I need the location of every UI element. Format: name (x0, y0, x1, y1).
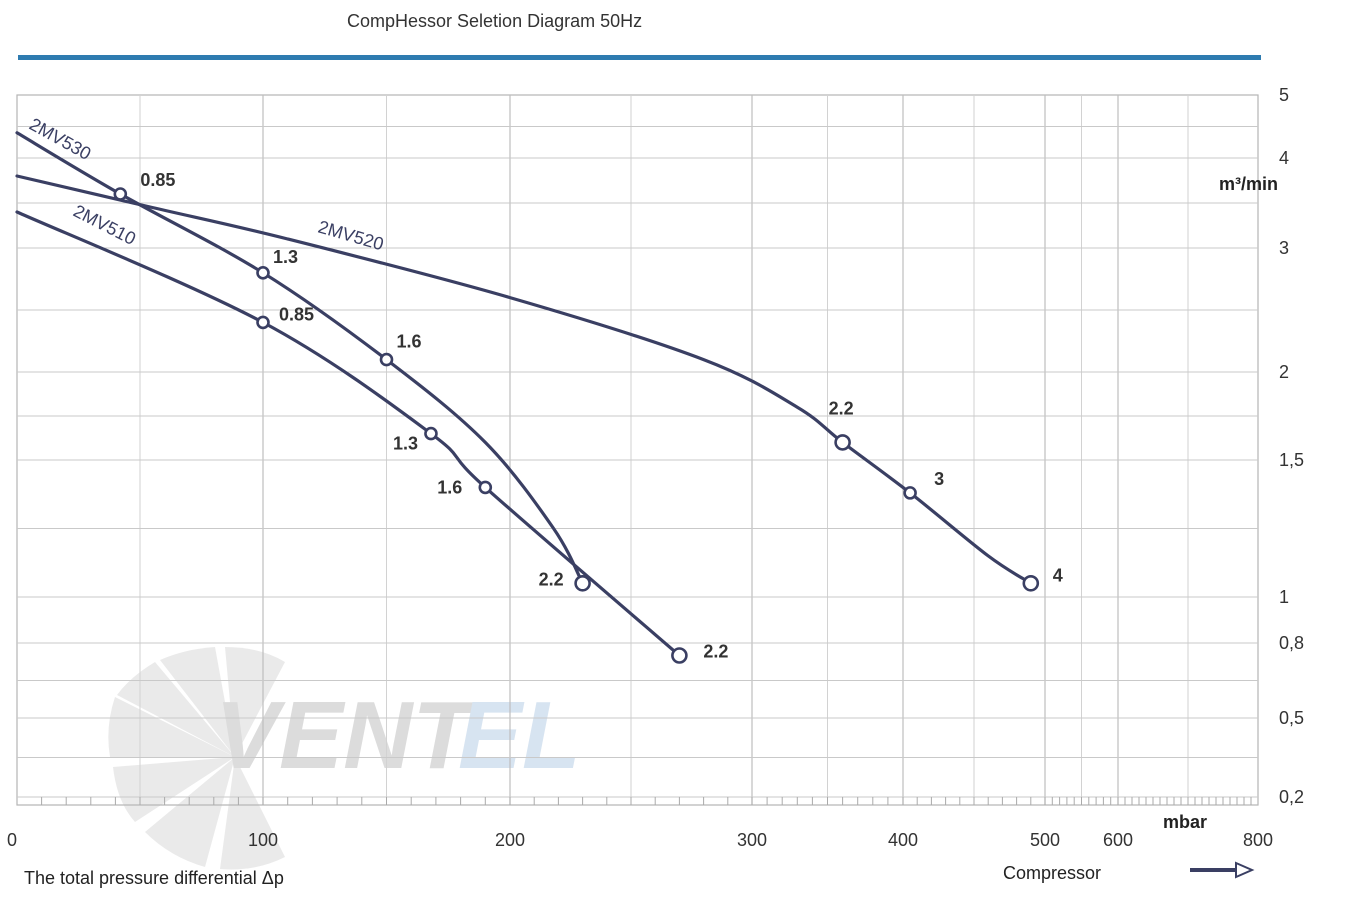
y-axis-ticks: 5 4 3 2 1,5 1 0,8 0,5 0,2 (1279, 85, 1304, 807)
y-unit-label: m³/min (1219, 174, 1278, 194)
y-tick-label: 0,2 (1279, 787, 1304, 807)
data-point (1022, 574, 1040, 592)
data-point (478, 480, 493, 495)
data-point-label: 1.3 (273, 247, 298, 267)
series-group: 2MV5300.851.31.62.22MV5202.2342MV5100.85… (15, 114, 1063, 664)
data-point (256, 265, 270, 280)
y-tick-label: 2 (1279, 362, 1289, 382)
x-tick-label: 300 (737, 830, 767, 850)
y-tick-label: 0,5 (1279, 708, 1304, 728)
data-point-label: 1.3 (393, 434, 418, 454)
data-point (574, 574, 591, 592)
ventel-watermark: VENT EL (108, 647, 581, 870)
data-point (834, 434, 851, 451)
x-tick-label: 600 (1103, 830, 1133, 850)
plot-frame (16, 94, 1259, 806)
y-tick-label: 1,5 (1279, 450, 1304, 470)
x-axis-label: The total pressure differential Δp (24, 868, 284, 888)
data-point-label: 1.6 (437, 477, 462, 497)
series-label: 2MV510 (70, 201, 139, 249)
chart-title: CompHessor Seletion Diagram 50Hz (347, 11, 642, 31)
data-point-label: 0.85 (279, 304, 314, 324)
arrow-right-icon (1190, 861, 1255, 879)
y-tick-label: 3 (1279, 238, 1289, 258)
series-label: 2MV530 (26, 114, 94, 164)
data-point-label: 2.2 (539, 569, 564, 589)
x-tick-label: 400 (888, 830, 918, 850)
data-point (424, 426, 438, 441)
fan-logo-icon (108, 647, 285, 870)
series-line-2MV530 (15, 131, 585, 585)
x-tick-label: 800 (1243, 830, 1273, 850)
watermark-text-vent: VENT (215, 682, 478, 789)
data-point-label: 3 (934, 469, 944, 489)
data-point-label: 0.85 (140, 170, 175, 190)
x-unit-label: mbar (1163, 812, 1207, 832)
x-tick-label: 0 (7, 830, 17, 850)
series-line-2MV520 (15, 174, 1033, 585)
x-axis-ticks: 0 100 200 300 400 500 600 800 (7, 830, 1273, 850)
y-tick-label: 4 (1279, 148, 1289, 168)
grid (16, 94, 1259, 806)
data-point (379, 352, 394, 367)
data-point-label: 1.6 (397, 332, 422, 352)
data-point (903, 486, 917, 500)
data-point-label: 4 (1053, 565, 1063, 585)
y-tick-label: 1 (1279, 587, 1289, 607)
data-point (256, 315, 270, 330)
y-tick-label: 0,8 (1279, 633, 1304, 653)
data-point-label: 2.2 (703, 642, 728, 662)
x-tick-label: 100 (248, 830, 278, 850)
compressor-label: Compressor (1003, 863, 1101, 883)
data-point (671, 647, 688, 664)
data-point-label: 2.2 (829, 398, 854, 418)
watermark-text-el: EL (458, 682, 581, 789)
x-tick-label: 200 (495, 830, 525, 850)
header-bar (18, 55, 1261, 60)
y-tick-label: 5 (1279, 85, 1289, 105)
x-tick-label: 500 (1030, 830, 1060, 850)
